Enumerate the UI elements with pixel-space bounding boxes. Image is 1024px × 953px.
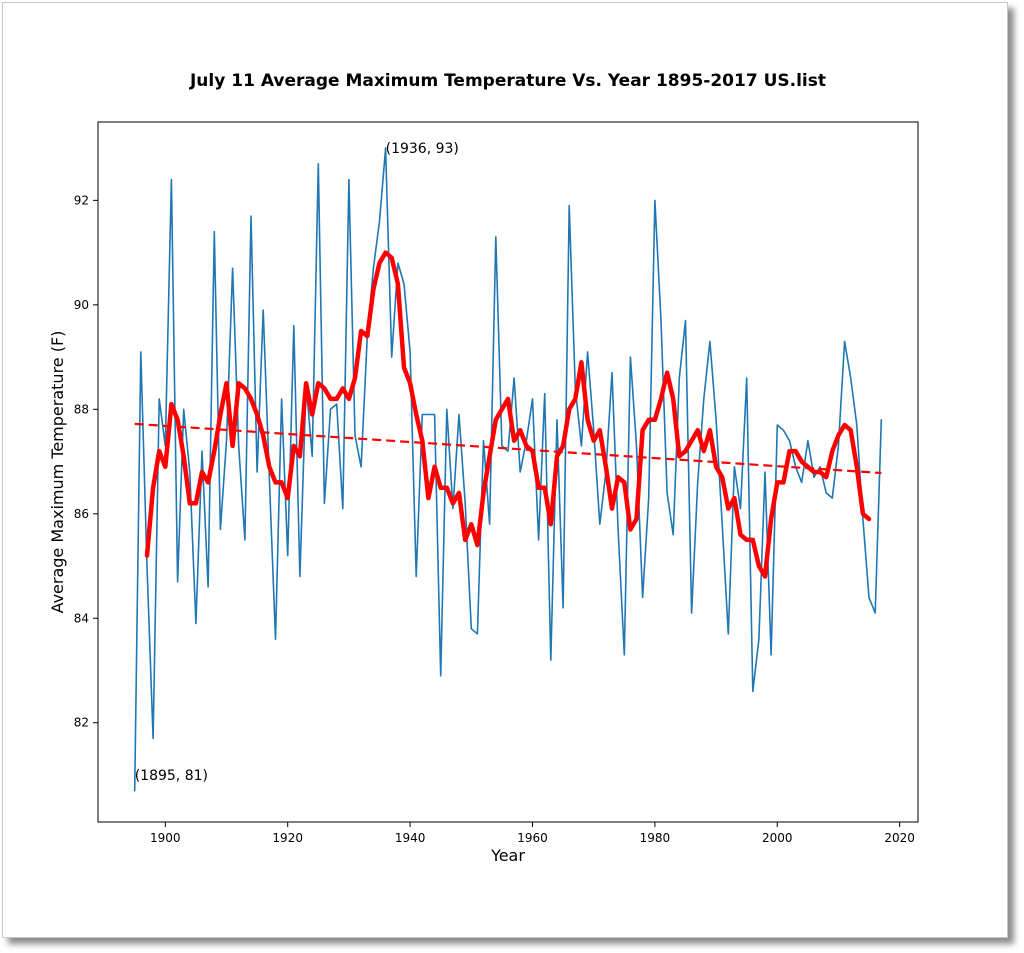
- point-annotation: (1936, 93): [386, 141, 459, 157]
- x-tick-label: 1920: [272, 831, 303, 845]
- chart-title: July 11 Average Maximum Temperature Vs. …: [189, 71, 826, 91]
- y-tick-label: 88: [74, 402, 89, 416]
- y-tick-label: 86: [74, 507, 89, 521]
- y-tick-label: 92: [74, 193, 89, 207]
- y-tick-label: 90: [74, 298, 89, 312]
- y-tick-label: 82: [74, 716, 89, 730]
- plot-frame: [97, 121, 919, 823]
- smoothed-series-line: [144, 250, 872, 579]
- annotations: (1936, 93) (1895, 81): [135, 141, 459, 784]
- x-tick-label: 2020: [884, 831, 915, 845]
- x-tick-label: 1900: [150, 831, 181, 845]
- y-tick-label: 84: [74, 611, 89, 625]
- trend-line: [134, 422, 882, 475]
- x-tick-label: 1940: [395, 831, 426, 845]
- x-tick-label: 1960: [517, 831, 548, 845]
- point-annotation: (1895, 81): [135, 768, 208, 784]
- plot-area: [133, 147, 883, 792]
- x-tick-label: 2000: [762, 831, 793, 845]
- x-axis-label: Year: [490, 846, 525, 865]
- y-axis-label: Average Maximum Temperature (F): [48, 331, 67, 614]
- axis-ticks: 1900 1920 1940 1960 1980 2000 2020 82 84 86 88 90 92: [74, 193, 915, 845]
- annual-series-line: [133, 147, 883, 792]
- x-tick-label: 1980: [640, 831, 671, 845]
